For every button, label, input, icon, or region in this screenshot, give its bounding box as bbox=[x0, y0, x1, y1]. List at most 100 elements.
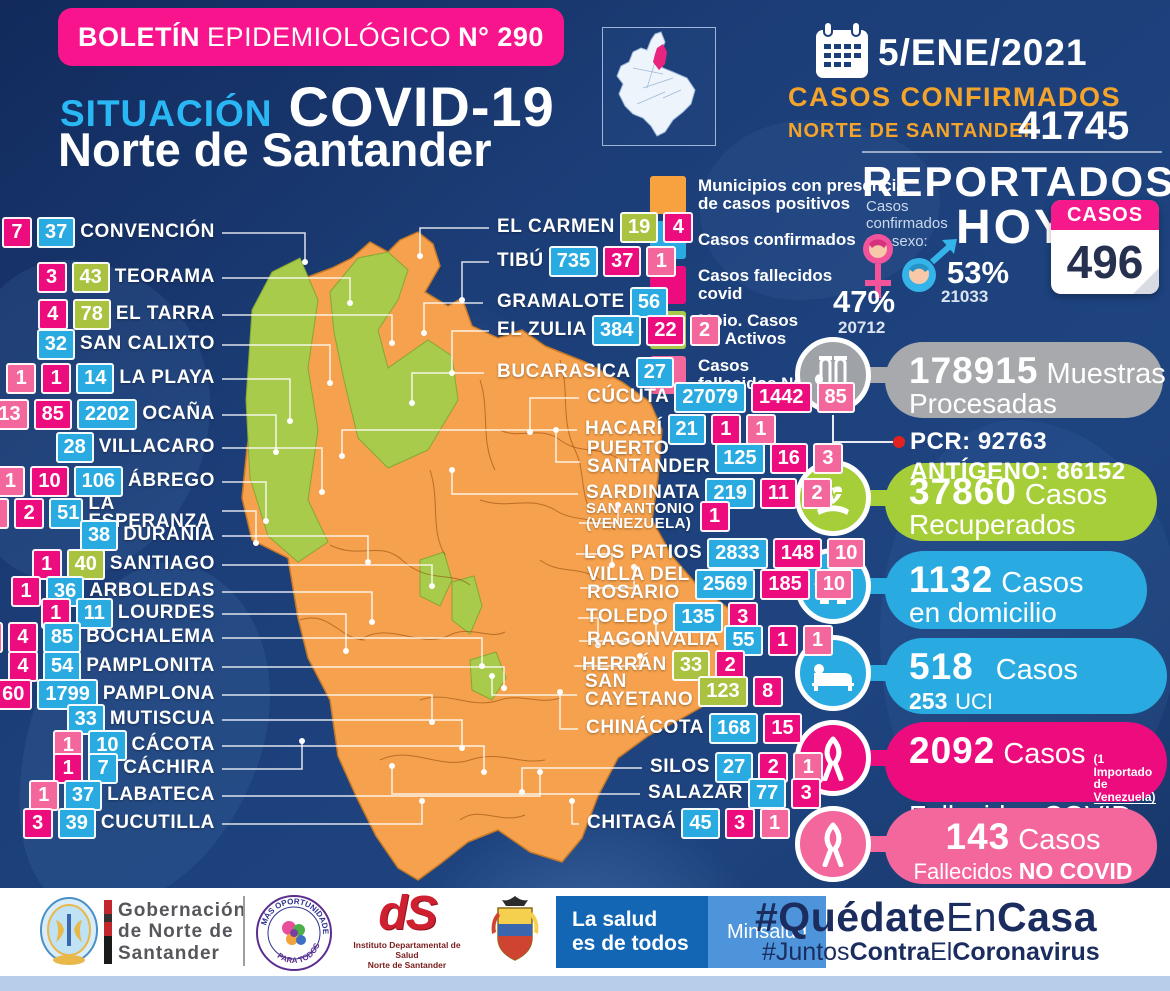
cases-today-value: 496 bbox=[1066, 236, 1144, 288]
department-title: Norte de Santander bbox=[58, 123, 492, 176]
green-badge: 78 bbox=[72, 299, 111, 330]
municipality-row: SALAZAR 77 3 bbox=[648, 778, 822, 809]
blue-badge: 85 bbox=[42, 622, 82, 653]
municipality-name: CÁCHIRA bbox=[123, 757, 215, 779]
legend-label: Municipios con presencia de casos positi… bbox=[698, 175, 906, 213]
pink-badge: 10 bbox=[814, 568, 853, 600]
municipality-name: DURANIA bbox=[123, 524, 215, 546]
municipality-name: BUCARASICA bbox=[497, 361, 631, 383]
magenta-badge: 60 bbox=[0, 679, 33, 710]
gobernacion-crest bbox=[40, 897, 98, 965]
municipality-row: SARDINATA 219 11 2 bbox=[586, 478, 832, 509]
municipality-row: 4 78 EL TARRA bbox=[37, 299, 215, 330]
municipality-name: OCAÑA bbox=[142, 403, 215, 425]
municipality-name: CÁCOTA bbox=[131, 734, 215, 756]
magenta-badge: 11 bbox=[759, 478, 797, 509]
blue-badge: 384 bbox=[591, 315, 642, 346]
municipality-name: LABATECA bbox=[107, 784, 215, 806]
blue-badge: 27 bbox=[635, 357, 674, 388]
bulletin-title: BOLETÍN EPIDEMIOLÓGICO N° 290 bbox=[58, 8, 564, 66]
blue-badge: 11 bbox=[75, 598, 113, 629]
green-badge: 40 bbox=[66, 549, 105, 580]
minsalud-box: Minsalud bbox=[708, 896, 826, 968]
magenta-badge: 4 bbox=[7, 651, 38, 682]
blue-badge: 32 bbox=[36, 329, 75, 360]
municipality-name: VILLACARO bbox=[98, 436, 215, 458]
deaths-noncovid-label2a: Fallecidos bbox=[913, 859, 1019, 884]
cases-today-card: CASOS 496 bbox=[1051, 200, 1159, 294]
leader-dots bbox=[253, 253, 659, 804]
total-confirmed-value: 41745 bbox=[1018, 104, 1130, 148]
magenta-badge: 1 bbox=[11, 576, 41, 607]
antigen-count: ANTÍGENO: 86152 bbox=[910, 458, 1126, 485]
footer-divider bbox=[243, 896, 245, 966]
flag-bar bbox=[104, 900, 112, 964]
recovered-pill: 37860 Casos Recuperados bbox=[885, 463, 1157, 541]
recovered-label2: Recuperados bbox=[909, 509, 1076, 540]
reported-label: REPORTADOS bbox=[862, 158, 1170, 205]
home-cases-label: Casos bbox=[1001, 567, 1084, 599]
blue-badge: 168 bbox=[708, 713, 759, 744]
magenta-badge: 1 bbox=[699, 501, 730, 532]
legend-item: Casos fallecidos covid bbox=[650, 266, 906, 304]
municipality-row: 38 DURANIA bbox=[79, 520, 215, 551]
footer-bar: Gobernación de Norte de Santander MÁS OP… bbox=[0, 888, 1170, 976]
municipality-row: 1 1 14 LA PLAYA bbox=[6, 363, 215, 394]
blue-badge: 37 bbox=[36, 217, 76, 248]
magenta-badge: 1 bbox=[41, 363, 72, 394]
blue-badge: 125 bbox=[715, 442, 765, 474]
male-icon bbox=[902, 239, 957, 292]
municipality-name: SAN CAYETANO bbox=[585, 671, 694, 711]
deaths-noncovid-pill: 143 Casos Fallecidos NO COVID bbox=[885, 808, 1157, 884]
pink-badge: 3 bbox=[812, 442, 843, 474]
municipality-name: PUERTO SANTANDER bbox=[587, 438, 711, 478]
report-date: 5/ENE/2021 bbox=[878, 32, 1088, 73]
legend-item: Municipios con presencia de casos positi… bbox=[650, 176, 906, 214]
municipality-name: CHINÁCOTA bbox=[586, 717, 704, 739]
municipality-name: LOURDES bbox=[117, 602, 215, 624]
blue-badge: 14 bbox=[76, 363, 115, 394]
map-region-inactive bbox=[329, 251, 459, 469]
hashtag-segment: #Juntos bbox=[762, 938, 850, 966]
pink-badge: 2 bbox=[802, 478, 832, 509]
magenta-badge: 15 bbox=[763, 713, 802, 744]
hashtag-segment: El bbox=[930, 938, 953, 966]
municipality-name: LA PLAYA bbox=[119, 367, 215, 389]
pink-badge: 85 bbox=[816, 382, 855, 413]
municipality-name: ARBOLEDAS bbox=[89, 580, 215, 602]
municipality-name: VILLA DEL ROSARIO bbox=[587, 564, 690, 604]
magenta-badge: 3 bbox=[724, 808, 755, 839]
pink-badge: 1 bbox=[0, 622, 3, 653]
hashtag-quedate-en-casa: #QuédateEnCasa bbox=[755, 894, 1097, 941]
hashtag-segment: #Quédate bbox=[755, 894, 946, 940]
hashtag-segment: Contra bbox=[849, 938, 931, 966]
colombia-minimap bbox=[602, 27, 716, 146]
municipality-name: CONVENCIÓN bbox=[80, 221, 215, 243]
municipality-row: LOS PATIOS 2833 148 10 bbox=[584, 538, 866, 569]
samples-value: 178915 bbox=[909, 350, 1039, 391]
legend-label: Casos fallecidos covid bbox=[698, 265, 833, 303]
bottom-strip bbox=[0, 976, 1170, 991]
male-count: 21033 bbox=[941, 287, 989, 306]
legend-label: Casos confirmados bbox=[698, 229, 856, 249]
municipality-row: 28 VILLACARO bbox=[55, 432, 215, 463]
magenta-badge: 7 bbox=[1, 217, 32, 248]
pink-badge: 1 bbox=[0, 466, 26, 497]
municipality-name: SILOS bbox=[650, 756, 711, 778]
situacion-label: SITUACIÓN bbox=[60, 93, 273, 134]
home-cases-value: 1132 bbox=[909, 559, 994, 600]
female-icon bbox=[863, 234, 893, 298]
hashtag-juntos-contra-coronavirus: #JuntosContraElCoronavirus bbox=[762, 938, 1100, 967]
magenta-badge: 10 bbox=[30, 466, 69, 497]
pink-badge: 1 bbox=[646, 246, 677, 277]
magenta-badge: 37 bbox=[603, 246, 642, 277]
minsalud-label: Minsalud bbox=[726, 920, 808, 943]
municipality-name: CÚCUTA bbox=[587, 386, 670, 408]
deaths-covid-value: 2092 bbox=[909, 730, 996, 771]
municipality-name: HACARÍ bbox=[585, 418, 663, 440]
municipality-name: CHITAGÁ bbox=[587, 812, 677, 834]
blue-badge: 735 bbox=[548, 246, 599, 277]
blue-badge: 56 bbox=[629, 287, 669, 318]
municipality-name: LA ESPERANZA bbox=[88, 493, 211, 533]
blue-badge: 38 bbox=[79, 520, 119, 551]
